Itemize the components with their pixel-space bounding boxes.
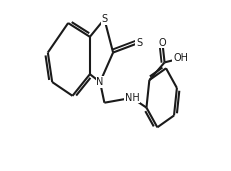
Text: S: S	[136, 38, 142, 48]
Text: S: S	[101, 14, 107, 24]
Text: N: N	[96, 77, 103, 87]
Text: NH: NH	[124, 93, 139, 103]
Text: O: O	[158, 38, 165, 48]
Text: OH: OH	[172, 54, 187, 63]
